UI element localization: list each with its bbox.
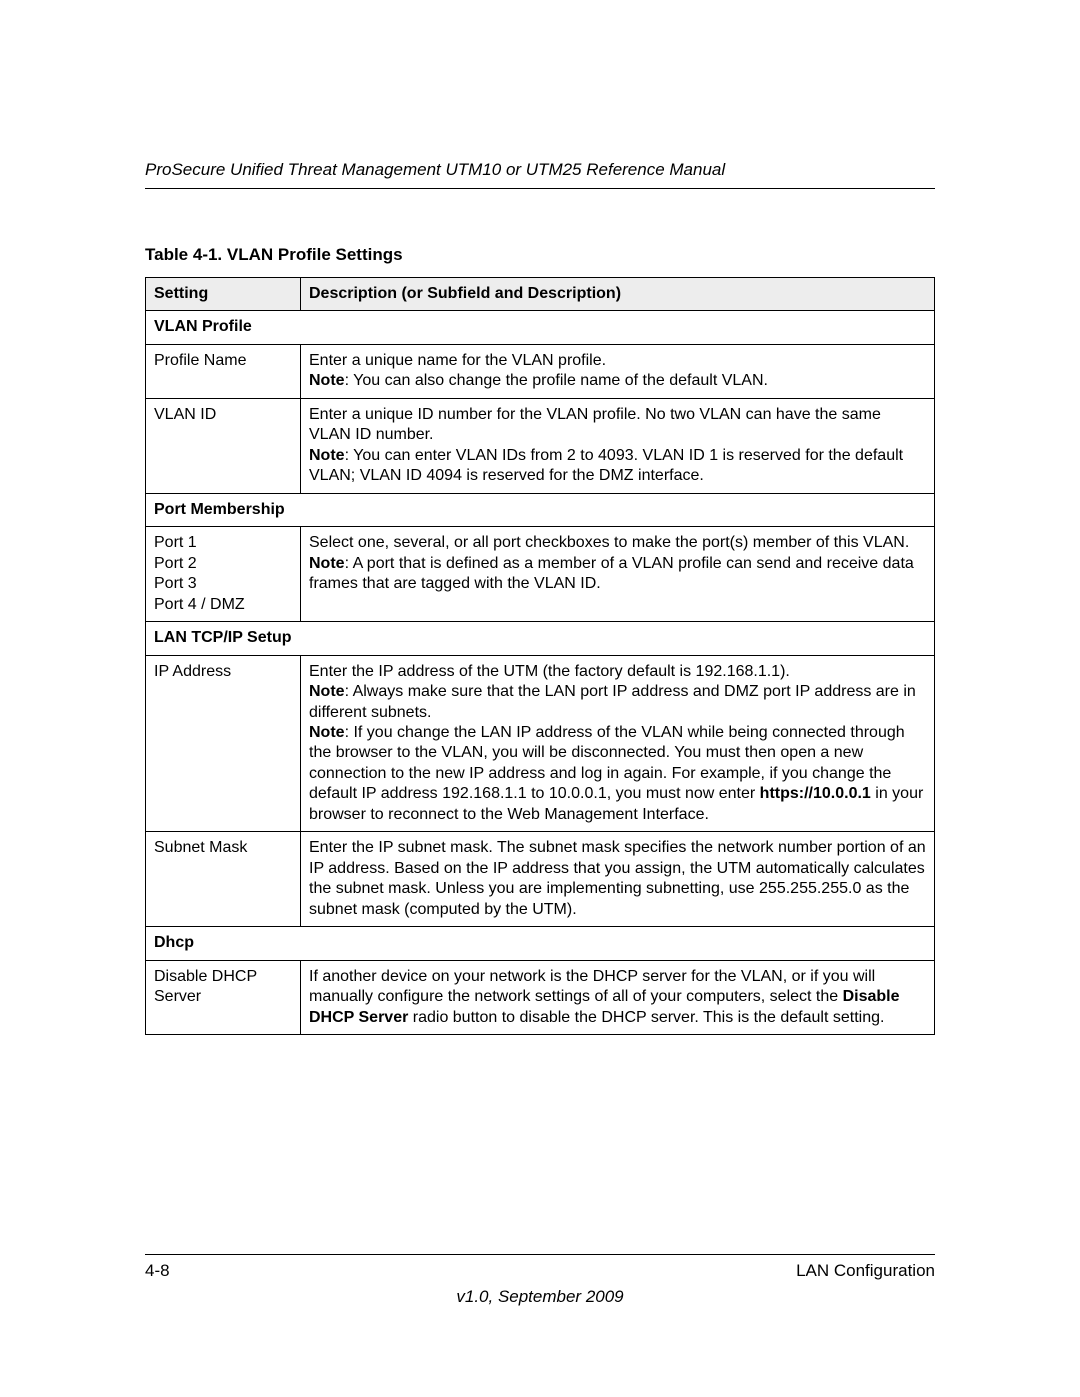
cell-setting: Subnet Mask [146,832,301,927]
cell-description: Enter the IP address of the UTM (the fac… [301,655,935,832]
port-line: Port 3 [154,575,197,592]
footer-rule [145,1254,935,1255]
section-lan-tcpip: LAN TCP/IP Setup [146,622,935,655]
desc-text: : Always make sure that the LAN port IP … [309,683,916,720]
table-row: Profile Name Enter a unique name for the… [146,344,935,398]
table-header-row: Setting Description (or Subfield and Des… [146,278,935,311]
table-row: Subnet Mask Enter the IP subnet mask. Th… [146,832,935,927]
footer-version: v1.0, September 2009 [145,1287,935,1307]
chapter-name: LAN Configuration [796,1261,935,1281]
cell-setting: Disable DHCP Server [146,960,301,1034]
desc-text: Enter a unique ID number for the VLAN pr… [309,406,881,443]
page-footer: 4-8 LAN Configuration v1.0, September 20… [145,1254,935,1307]
table-row: IP Address Enter the IP address of the U… [146,655,935,832]
desc-text: : You can enter VLAN IDs from 2 to 4093.… [309,447,903,484]
desc-bold: Note [309,724,345,741]
col-header-setting: Setting [146,278,301,311]
running-header: ProSecure Unified Threat Management UTM1… [145,160,935,180]
section-port-membership: Port Membership [146,493,935,526]
cell-description: Enter a unique ID number for the VLAN pr… [301,398,935,493]
desc-text: : You can also change the profile name o… [345,372,768,389]
cell-setting: IP Address [146,655,301,832]
cell-description: Enter a unique name for the VLAN profile… [301,344,935,398]
table-row: Port 1 Port 2 Port 3 Port 4 / DMZ Select… [146,527,935,622]
cell-description: Select one, several, or all port checkbo… [301,527,935,622]
table-title: Table 4-1. VLAN Profile Settings [145,245,935,265]
page: ProSecure Unified Threat Management UTM1… [0,0,1080,1397]
desc-bold: Note [309,447,345,464]
page-number: 4-8 [145,1261,170,1281]
table-row: Disable DHCP Server If another device on… [146,960,935,1034]
cell-setting: VLAN ID [146,398,301,493]
section-vlan-profile: VLAN Profile [146,311,935,344]
cell-description: Enter the IP subnet mask. The subnet mas… [301,832,935,927]
port-line: Port 4 / DMZ [154,596,245,613]
desc-text: Enter the IP address of the UTM (the fac… [309,663,790,680]
desc-bold: https://10.0.0.1 [760,785,871,802]
col-header-description: Description (or Subfield and Description… [301,278,935,311]
settings-table: Setting Description (or Subfield and Des… [145,277,935,1035]
port-line: Port 2 [154,555,197,572]
desc-bold: Note [309,683,345,700]
desc-bold: Note [309,372,345,389]
desc-bold: Note [309,555,345,572]
cell-description: If another device on your network is the… [301,960,935,1034]
port-line: Port 1 [154,534,197,551]
footer-line: 4-8 LAN Configuration [145,1261,935,1281]
cell-setting: Port 1 Port 2 Port 3 Port 4 / DMZ [146,527,301,622]
desc-text: If another device on your network is the… [309,968,875,1005]
desc-text: Enter a unique name for the VLAN profile… [309,352,606,369]
header-rule [145,188,935,189]
section-dhcp: Dhcp [146,927,935,960]
cell-setting: Profile Name [146,344,301,398]
table-row: VLAN ID Enter a unique ID number for the… [146,398,935,493]
desc-text: Select one, several, or all port checkbo… [309,534,909,551]
desc-text: : A port that is defined as a member of … [309,555,914,592]
desc-text: radio button to disable the DHCP server.… [408,1009,884,1026]
